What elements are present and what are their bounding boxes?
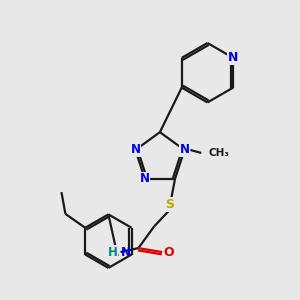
Text: N: N <box>179 143 189 157</box>
Text: CH₃: CH₃ <box>208 148 229 158</box>
Text: O: O <box>164 246 174 259</box>
Text: N: N <box>121 246 130 259</box>
Text: N: N <box>228 51 238 64</box>
Text: S: S <box>166 198 175 211</box>
Text: H: H <box>108 246 118 259</box>
Text: N: N <box>130 143 140 157</box>
Text: N: N <box>140 172 150 185</box>
